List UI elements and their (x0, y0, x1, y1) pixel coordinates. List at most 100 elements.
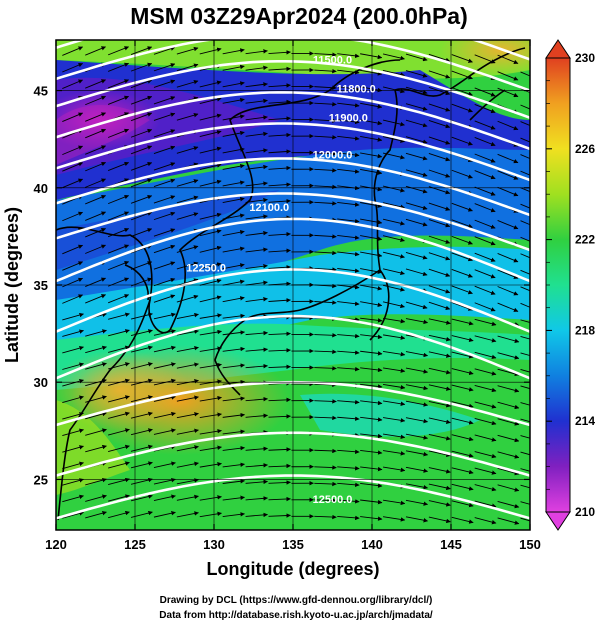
wind-vector (176, 146, 199, 154)
wind-vector (130, 79, 153, 89)
wind-vector (382, 433, 406, 440)
wind-vector (130, 145, 153, 155)
wind-vector (497, 302, 519, 312)
latitude-axis: 25 30 35 40 45 (34, 84, 530, 487)
wind-vector (268, 83, 291, 88)
wind-vector (337, 366, 360, 372)
wind-vector (405, 450, 429, 457)
wind-vector (85, 244, 106, 254)
wind-vector (428, 301, 451, 310)
wind-vector (107, 227, 130, 238)
wind-vector (245, 280, 268, 286)
colorbar-tick-label: 230 (575, 51, 595, 65)
wind-vector (130, 477, 153, 485)
wind-vector (382, 516, 406, 522)
colorbar-tick-label: 222 (575, 233, 595, 247)
wind-vector (222, 130, 245, 137)
wind-vector (520, 319, 530, 323)
wind-vector (199, 97, 222, 104)
wind-vector (337, 69, 360, 75)
wind-vector (451, 103, 473, 113)
wind-vector (268, 198, 291, 204)
wind-vector (222, 479, 245, 484)
wind-vector (245, 214, 268, 220)
wind-vector (222, 396, 245, 402)
wind-vector (428, 136, 451, 145)
wind-vector (107, 62, 130, 72)
wind-vector (497, 500, 520, 509)
wind-vector (199, 329, 222, 336)
wind-vector (520, 269, 530, 275)
wind-vector (153, 294, 176, 303)
wind-vector (382, 367, 406, 373)
wind-vector (360, 317, 383, 323)
wind-vector (382, 268, 405, 276)
wind-vector (451, 202, 473, 212)
wind-vector (405, 499, 429, 506)
wind-vector (497, 335, 520, 344)
wind-vector (451, 235, 473, 245)
wind-vector (314, 250, 337, 256)
wind-vector (85, 444, 107, 453)
wind-vector (268, 231, 291, 237)
wind-vector (268, 264, 291, 270)
wind-vector (497, 517, 520, 525)
wind-vector (176, 511, 199, 518)
wind-vector (382, 69, 405, 77)
wind-vector (360, 202, 383, 208)
wind-vector (451, 252, 473, 262)
wind-vector (108, 312, 130, 320)
wind-vector (497, 434, 520, 443)
wind-vector (474, 153, 496, 163)
wind-vector (337, 350, 360, 355)
wind-vector (520, 253, 530, 259)
colorbar-tick-label: 214 (575, 414, 595, 428)
wind-vector (85, 345, 107, 354)
wind-vector (107, 46, 130, 56)
colorbar: 210 214 218 222 226 230 (545, 39, 595, 531)
wind-vector (176, 312, 199, 320)
wind-vector (314, 300, 337, 305)
wind-vector (222, 114, 245, 121)
wind-vector (130, 312, 153, 320)
wind-vector (268, 248, 291, 253)
wind-vector (474, 434, 497, 442)
wind-vector (314, 184, 337, 190)
wind-vector (497, 87, 519, 98)
wind-vector (108, 510, 130, 519)
wind-vector (108, 329, 130, 337)
wind-vector (153, 228, 176, 237)
wind-vector (451, 417, 474, 425)
height-contour-line (56, 40, 530, 92)
wind-vector (337, 268, 360, 273)
wind-vector (222, 196, 245, 203)
wind-vector (222, 279, 245, 286)
wind-vector (268, 50, 291, 55)
wind-vector (176, 345, 199, 353)
wind-vector (428, 169, 451, 178)
wind-vector (497, 286, 519, 296)
wind-vector (153, 494, 176, 502)
wind-vector (176, 329, 199, 336)
wind-vector (382, 466, 406, 473)
wind-vector (130, 46, 153, 56)
wind-vector (107, 194, 130, 205)
wind-vector (405, 86, 428, 95)
wind-vector (62, 412, 84, 420)
wind-vector (314, 349, 337, 355)
wind-vector (85, 411, 107, 420)
wind-vector (337, 234, 360, 240)
contour-labels: 11500.0 11800.0 11900.0 12000.0 12100.0 12250… (186, 54, 376, 505)
wind-vector (382, 301, 405, 309)
wind-vector (268, 447, 291, 452)
wind-vector (497, 352, 520, 360)
wind-vector (405, 318, 429, 325)
wind-vector (130, 228, 153, 237)
wind-vector (428, 417, 451, 424)
wind-vector (245, 363, 268, 369)
wind-vector (199, 229, 222, 237)
wind-vector (360, 301, 383, 308)
wind-vector (337, 218, 360, 224)
wind-vector (62, 345, 84, 354)
wind-vector (199, 395, 222, 402)
